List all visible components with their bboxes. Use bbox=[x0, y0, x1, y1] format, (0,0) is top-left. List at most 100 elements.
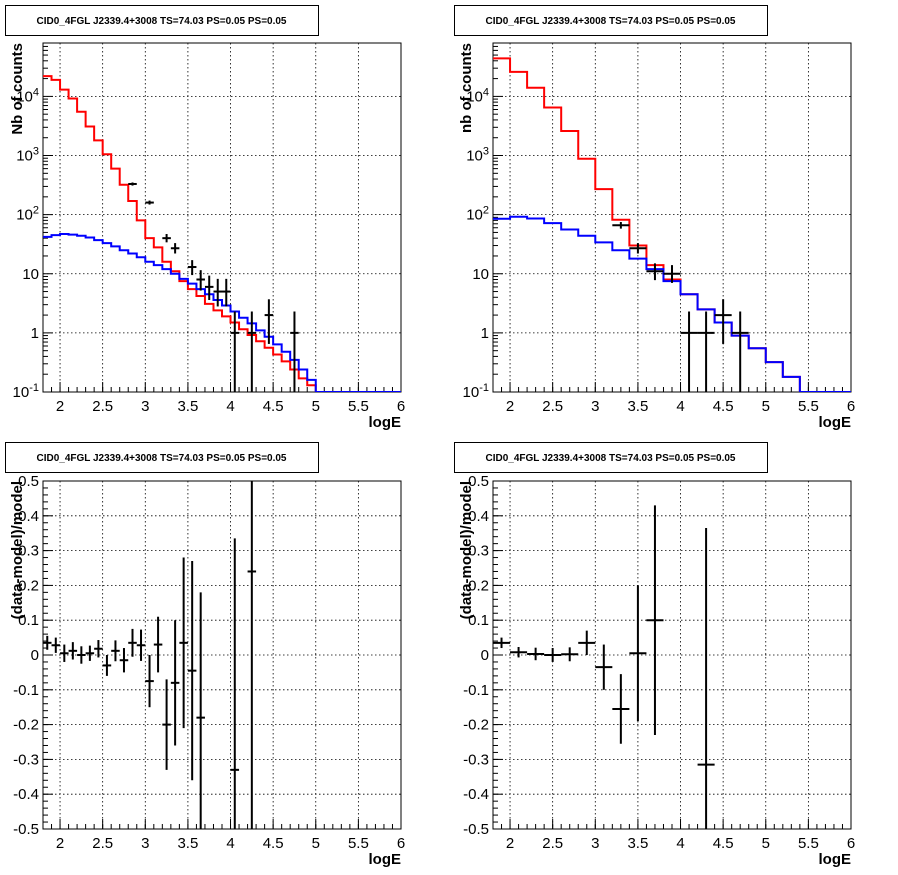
x-tick-label: 3.5 bbox=[177, 835, 198, 852]
y-tick-label: -0.3 bbox=[463, 751, 489, 768]
x-tick-label: 5.5 bbox=[798, 835, 819, 852]
x-tick-label: 5.5 bbox=[348, 835, 369, 852]
data-point bbox=[128, 628, 137, 657]
chart-panel-2: CID0_4FGL J2339.4+3008 TS=74.03 PS=0.05 … bbox=[454, 5, 855, 431]
chart-panel-1: CID0_4FGL J2339.4+3008 TS=74.03 PS=0.05 … bbox=[5, 5, 405, 431]
y-tick-label: 102 bbox=[16, 205, 39, 224]
data-point bbox=[51, 637, 61, 653]
data-point bbox=[595, 644, 613, 690]
data-point bbox=[187, 561, 197, 781]
data-point bbox=[222, 278, 231, 307]
title-box bbox=[5, 442, 319, 473]
data-point bbox=[493, 637, 511, 649]
x-tick-label: 5 bbox=[762, 835, 770, 852]
y-tick-label: 104 bbox=[16, 86, 39, 105]
y-tick-label: 0.3 bbox=[18, 543, 39, 560]
chart-panel-3: CID0_4FGL J2339.4+3008 TS=74.03 PS=0.05 … bbox=[5, 442, 405, 868]
chart-title: CID0_4FGL J2339.4+3008 TS=74.03 PS=0.05 … bbox=[486, 453, 736, 464]
chart-title: CID0_4FGL J2339.4+3008 TS=74.03 PS=0.05 … bbox=[37, 453, 287, 464]
data-point bbox=[43, 635, 52, 650]
x-tick-label: 4 bbox=[676, 398, 684, 415]
x-tick-label: 2 bbox=[506, 835, 514, 852]
data-point bbox=[145, 655, 154, 708]
x-tick-label: 5 bbox=[312, 398, 320, 415]
x-tick-label: 3 bbox=[141, 398, 149, 415]
title-box bbox=[5, 5, 319, 36]
y-tick-label: -0.5 bbox=[13, 821, 39, 838]
y-tick-label: 10-1 bbox=[13, 382, 39, 401]
series-line-red bbox=[43, 75, 401, 392]
y-tick-label: 102 bbox=[466, 205, 489, 224]
y-tick-label: -0.1 bbox=[13, 682, 39, 699]
data-point bbox=[663, 265, 681, 283]
data-point bbox=[697, 527, 715, 829]
data-point bbox=[646, 505, 664, 736]
y-tick-label: 1 bbox=[31, 325, 39, 342]
y-tick-label: 103 bbox=[16, 146, 39, 165]
x-tick-label: 3 bbox=[591, 835, 599, 852]
series-line-red bbox=[493, 57, 851, 392]
y-tick-label: 0.2 bbox=[18, 577, 39, 594]
data-point bbox=[264, 299, 274, 344]
data-point bbox=[196, 270, 205, 291]
x-tick-label: 3.5 bbox=[627, 398, 648, 415]
data-point bbox=[230, 538, 240, 829]
y-tick-label: -0.5 bbox=[463, 821, 489, 838]
x-tick-label: 2.5 bbox=[542, 835, 563, 852]
x-tick-label: 5 bbox=[762, 398, 770, 415]
y-tick-label: -0.3 bbox=[13, 751, 39, 768]
x-tick-label: 4 bbox=[226, 835, 234, 852]
x-tick-label: 4.5 bbox=[713, 835, 734, 852]
chart-panel-4: CID0_4FGL J2339.4+3008 TS=74.03 PS=0.05 … bbox=[454, 442, 855, 868]
data-point bbox=[111, 640, 120, 662]
x-tick-label: 6 bbox=[397, 398, 405, 415]
data-point bbox=[213, 278, 222, 307]
data-point bbox=[290, 311, 299, 392]
y-tick-label: 0.5 bbox=[18, 473, 39, 490]
data-point bbox=[179, 557, 188, 729]
data-point bbox=[510, 646, 528, 658]
x-tick-label: 3.5 bbox=[627, 835, 648, 852]
plot-frame bbox=[42, 42, 402, 393]
y-tick-label: 10 bbox=[22, 266, 39, 283]
y-tick-label: -0.2 bbox=[463, 717, 489, 734]
data-point bbox=[119, 648, 129, 673]
data-point bbox=[612, 674, 630, 744]
data-point bbox=[578, 630, 596, 655]
data-point bbox=[60, 644, 69, 662]
x-tick-label: 6 bbox=[847, 398, 855, 415]
x-tick-label: 5 bbox=[312, 835, 320, 852]
y-tick-label: 0 bbox=[31, 647, 39, 664]
x-axis-title: logE bbox=[819, 414, 852, 431]
y-tick-label: -0.4 bbox=[13, 786, 39, 803]
data-point bbox=[153, 616, 163, 673]
y-tick-label: 104 bbox=[466, 86, 489, 105]
data-point bbox=[94, 640, 103, 658]
data-point bbox=[714, 299, 732, 344]
data-point bbox=[680, 311, 698, 392]
x-tick-label: 3 bbox=[141, 835, 149, 852]
y-tick-label: 0.4 bbox=[468, 508, 489, 525]
data-point bbox=[145, 200, 154, 205]
title-box bbox=[454, 442, 768, 473]
data-point bbox=[204, 275, 214, 300]
y-tick-label: 0.1 bbox=[18, 612, 39, 629]
data-point bbox=[247, 481, 257, 829]
x-tick-label: 4 bbox=[676, 835, 684, 852]
x-tick-label: 3.5 bbox=[177, 398, 198, 415]
y-tick-label: 1 bbox=[481, 325, 489, 342]
x-axis-title: logE bbox=[369, 851, 402, 868]
data-point bbox=[68, 642, 78, 660]
data-point bbox=[170, 620, 180, 746]
x-tick-label: 4.5 bbox=[263, 835, 284, 852]
y-tick-label: 0.3 bbox=[468, 543, 489, 560]
data-point bbox=[731, 311, 749, 392]
x-tick-label: 5.5 bbox=[348, 398, 369, 415]
y-tick-label: 0.4 bbox=[18, 508, 39, 525]
y-axis-title: (data-model)/model bbox=[458, 481, 475, 619]
title-box bbox=[454, 5, 768, 36]
data-point bbox=[527, 647, 545, 661]
x-tick-label: 6 bbox=[397, 835, 405, 852]
data-point bbox=[612, 222, 630, 229]
